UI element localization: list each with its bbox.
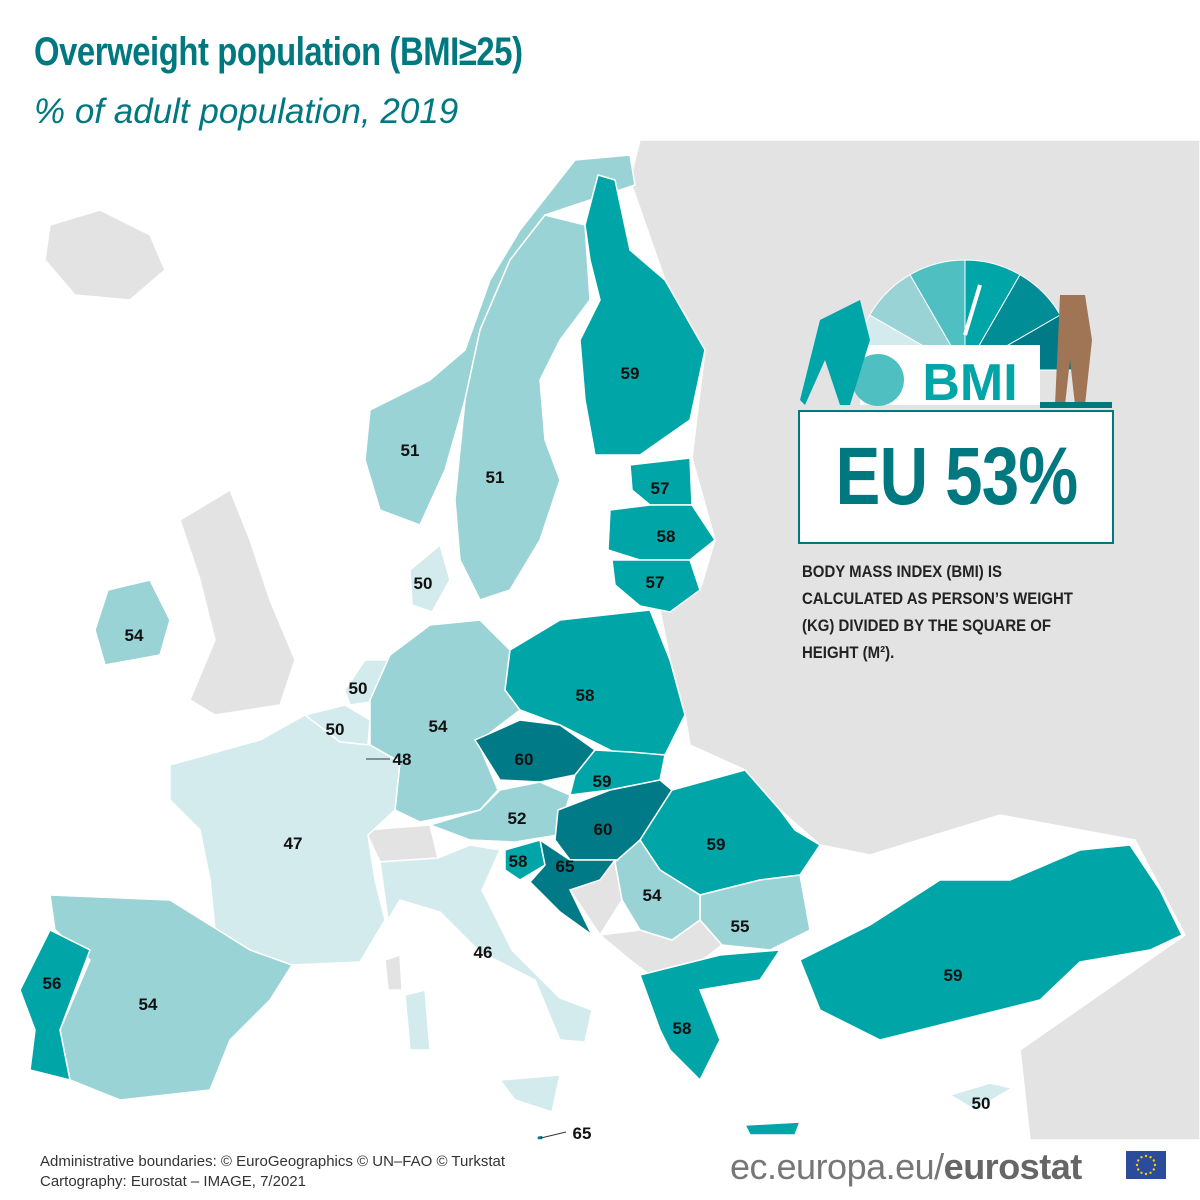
non-eu-land-area <box>179 488 296 716</box>
value-label-france: 47 <box>284 834 303 853</box>
flag-star <box>1137 1168 1140 1171</box>
value-label-luxembourg: 48 <box>393 750 412 769</box>
region-greece <box>639 949 782 1082</box>
bmi-gauge-illustration: BMI <box>800 259 1112 412</box>
value-label-serbia: 54 <box>643 886 662 905</box>
value-label-ireland: 54 <box>125 626 144 645</box>
value-label-slovenia: 58 <box>509 852 528 871</box>
value-label-austria: 52 <box>508 809 527 828</box>
value-labels: 51 51 59 57 58 57 50 54 50 50 48 54 58 60 59 52 60 58 65 47… <box>43 364 991 1143</box>
value-label-estonia: 57 <box>651 479 670 498</box>
value-label-portugal: 56 <box>43 974 62 993</box>
value-label-poland: 58 <box>576 686 595 705</box>
page-subtitle: % of adult population, 2019 <box>34 92 459 131</box>
site-prefix: ec.europa.eu/ <box>730 1146 944 1187</box>
value-label-turkey: 59 <box>944 966 963 985</box>
value-label-malta: 65 <box>573 1124 592 1143</box>
flag-star <box>1140 1171 1143 1174</box>
region-italy-sardinia <box>404 989 431 1051</box>
flag-star <box>1153 1163 1157 1167</box>
value-label-italy: 46 <box>474 943 493 962</box>
region-spain <box>49 894 294 1101</box>
region-sweden <box>454 214 591 601</box>
scale-icon <box>1040 402 1112 408</box>
value-label-hungary: 60 <box>594 820 613 839</box>
value-label-lithuania: 57 <box>646 573 665 592</box>
region-italy <box>379 844 593 1043</box>
region-portugal <box>19 928 91 1082</box>
region-denmark <box>409 543 451 613</box>
non-eu-land-area <box>363 824 439 863</box>
value-label-czechia: 60 <box>515 750 534 769</box>
apple-icon <box>852 354 904 406</box>
value-label-bulgaria: 55 <box>731 917 750 936</box>
region-malta <box>536 1134 544 1141</box>
credit-boundaries: Administrative boundaries: © EuroGeograp… <box>40 1153 506 1170</box>
bmi-label: BMI <box>922 354 1017 412</box>
man-figure-icon <box>1055 295 1092 405</box>
flag-star <box>1140 1156 1143 1159</box>
gauge-needle <box>963 284 982 336</box>
eu-average-box: EU 53% <box>798 410 1114 544</box>
bmi-definition-note: BODY MASS INDEX (BMI) IS CALCULATED AS P… <box>802 562 1073 662</box>
value-label-croatia: 65 <box>556 857 575 876</box>
region-finland <box>579 174 706 456</box>
leader-line <box>540 1131 567 1139</box>
flag-star <box>1152 1159 1155 1162</box>
region-austria <box>427 781 571 843</box>
region-turkey <box>799 844 1184 1041</box>
flag-star <box>1137 1159 1140 1162</box>
non-eu-land-area <box>44 209 166 301</box>
eu-average-value: EU 53% <box>835 431 1078 522</box>
region-lithuania <box>611 559 701 613</box>
region-slovenia <box>504 839 546 881</box>
region-italy-sicily <box>498 1074 561 1113</box>
credits: Administrative boundaries: © EuroGeograp… <box>40 1152 505 1192</box>
region-latvia <box>607 504 717 561</box>
value-label-belgium: 50 <box>326 720 345 739</box>
value-label-slovakia: 59 <box>593 772 612 791</box>
woman-figure-icon <box>800 300 870 405</box>
region-cyprus <box>948 1082 1014 1111</box>
page-title: Overweight population (BMI≥25) <box>34 30 523 74</box>
value-label-greece: 58 <box>673 1019 692 1038</box>
value-label-finland: 59 <box>621 364 640 383</box>
value-label-cyprus: 50 <box>972 1094 991 1113</box>
value-label-romania: 59 <box>707 835 726 854</box>
region-serbia <box>614 838 701 941</box>
value-label-germany: 54 <box>429 717 448 736</box>
region-croatia <box>528 838 617 936</box>
credit-cartography: Cartography: Eurostat – IMAGE, 7/2021 <box>40 1173 306 1190</box>
region-greece-crete <box>743 1121 802 1136</box>
site-brand: eurostat <box>943 1146 1083 1187</box>
region-norway <box>364 154 636 526</box>
flag-star <box>1144 1172 1148 1176</box>
eu-flag-icon <box>1126 1151 1166 1179</box>
value-label-netherlands: 50 <box>349 679 368 698</box>
eurostat-link[interactable]: ec.europa.eu/eurostat <box>730 1146 1082 1188</box>
value-label-sweden: 51 <box>486 468 505 487</box>
flag-star <box>1135 1163 1139 1167</box>
flag-star <box>1149 1171 1152 1174</box>
value-label-denmark: 50 <box>414 574 433 593</box>
value-label-spain: 54 <box>139 995 158 1014</box>
flag-star <box>1152 1168 1155 1171</box>
flag-star <box>1144 1154 1148 1158</box>
value-label-latvia: 58 <box>657 527 676 546</box>
value-label-norway: 51 <box>401 441 420 460</box>
country-regions <box>19 154 1184 1141</box>
non-eu-land-area <box>384 953 403 991</box>
region-ireland <box>94 579 171 666</box>
region-france <box>169 714 401 966</box>
region-bulgaria <box>699 874 811 951</box>
flag-star <box>1149 1156 1152 1159</box>
